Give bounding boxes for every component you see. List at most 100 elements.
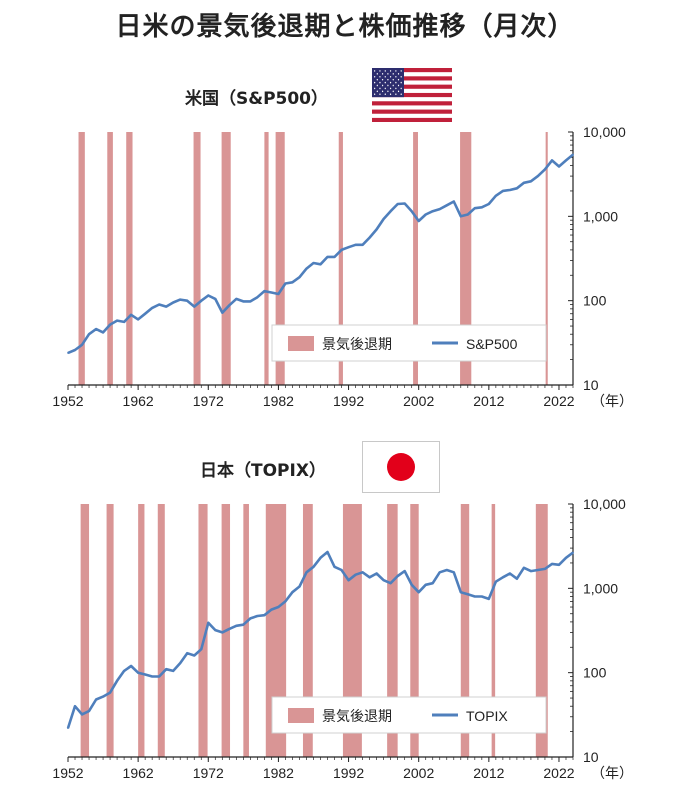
data-point	[172, 669, 175, 672]
data-point	[249, 300, 252, 303]
data-point	[523, 181, 525, 184]
data-point	[466, 593, 469, 596]
data-point	[200, 648, 203, 651]
data-point	[305, 571, 308, 574]
data-point	[214, 297, 217, 300]
recession-band	[460, 132, 472, 385]
data-point	[95, 698, 97, 701]
data-point	[361, 243, 364, 246]
data-point	[88, 710, 90, 713]
data-point	[333, 565, 336, 568]
data-point	[480, 595, 483, 598]
data-point	[88, 333, 90, 336]
y-tick-label: 10	[583, 749, 599, 765]
x-tick-label: 2012	[473, 393, 504, 409]
legend-label-recession: 景気後退期	[322, 336, 392, 352]
data-point	[179, 298, 182, 301]
data-point	[319, 263, 322, 266]
data-point	[109, 323, 111, 326]
data-point	[347, 579, 350, 582]
data-point	[312, 262, 315, 264]
data-point	[333, 256, 336, 258]
data-point	[186, 299, 189, 302]
recession-band	[535, 504, 548, 757]
data-point	[228, 628, 231, 630]
recession-band	[545, 132, 548, 385]
us-chart-title: 米国（S&P500）	[185, 89, 329, 109]
data-point	[284, 600, 287, 603]
x-tick-label: 1952	[52, 765, 83, 781]
data-point	[137, 318, 140, 321]
data-point	[242, 300, 245, 303]
recession-band	[193, 132, 201, 385]
data-point	[193, 305, 196, 308]
x-tick-label: 2012	[473, 765, 504, 781]
x-tick-label: 1982	[263, 393, 294, 409]
data-point	[298, 585, 301, 588]
data-point	[389, 582, 392, 585]
data-point	[445, 569, 448, 571]
data-point	[207, 621, 210, 624]
y-tick-label: 1,000	[583, 208, 618, 224]
data-point	[235, 297, 238, 300]
data-point	[424, 213, 427, 216]
recession-band	[338, 132, 343, 385]
data-point	[565, 556, 567, 559]
data-point	[537, 175, 539, 177]
x-unit-label: （年）	[591, 765, 633, 781]
data-point	[270, 291, 273, 294]
recession-band	[491, 504, 496, 757]
data-point	[81, 343, 83, 346]
data-point	[326, 551, 329, 553]
data-point	[81, 713, 83, 716]
data-point	[452, 571, 455, 574]
data-point	[361, 571, 364, 574]
x-tick-label: 2022	[543, 765, 574, 781]
data-point	[123, 669, 126, 672]
x-unit-label: （年）	[591, 393, 633, 409]
data-point	[312, 565, 315, 568]
data-point	[347, 246, 350, 249]
data-point	[74, 349, 76, 351]
data-point	[221, 311, 224, 314]
x-tick-label: 1952	[52, 393, 83, 409]
data-point	[459, 215, 462, 218]
data-point	[277, 606, 280, 608]
data-point	[417, 220, 420, 222]
data-point	[256, 296, 259, 299]
data-point	[452, 200, 455, 203]
main-title: 日米の景気後退期と株価推移（月次）	[115, 12, 575, 42]
recession-band	[80, 504, 90, 757]
data-point	[494, 194, 497, 197]
recession-band	[221, 132, 231, 385]
us-flag-icon	[372, 68, 452, 122]
data-point	[340, 569, 343, 571]
data-point	[466, 213, 469, 216]
recession-band	[107, 132, 113, 385]
jp-chart-title: 日本（TOPIX）	[200, 461, 326, 481]
data-point	[130, 313, 133, 316]
data-point	[74, 705, 76, 708]
data-point	[102, 331, 104, 334]
x-tick-label: 2022	[543, 393, 574, 409]
data-point	[249, 617, 252, 620]
data-point	[375, 572, 378, 575]
recession-band	[342, 504, 362, 757]
x-tick-label: 1962	[123, 393, 154, 409]
y-tick-label: 100	[583, 665, 607, 681]
x-tick-label: 2002	[403, 765, 434, 781]
data-point	[572, 551, 574, 554]
data-point	[368, 576, 371, 579]
data-point	[109, 691, 111, 694]
recession-band	[138, 504, 145, 757]
data-point	[158, 675, 161, 678]
x-tick-label: 1992	[333, 393, 364, 409]
x-tick-label: 1972	[193, 765, 224, 781]
legend-box	[271, 324, 547, 362]
data-point	[326, 256, 329, 258]
data-point	[165, 305, 168, 308]
data-point	[214, 629, 217, 631]
y-tick-label: 10	[583, 377, 599, 393]
data-point	[172, 301, 175, 304]
recession-band	[198, 504, 208, 757]
